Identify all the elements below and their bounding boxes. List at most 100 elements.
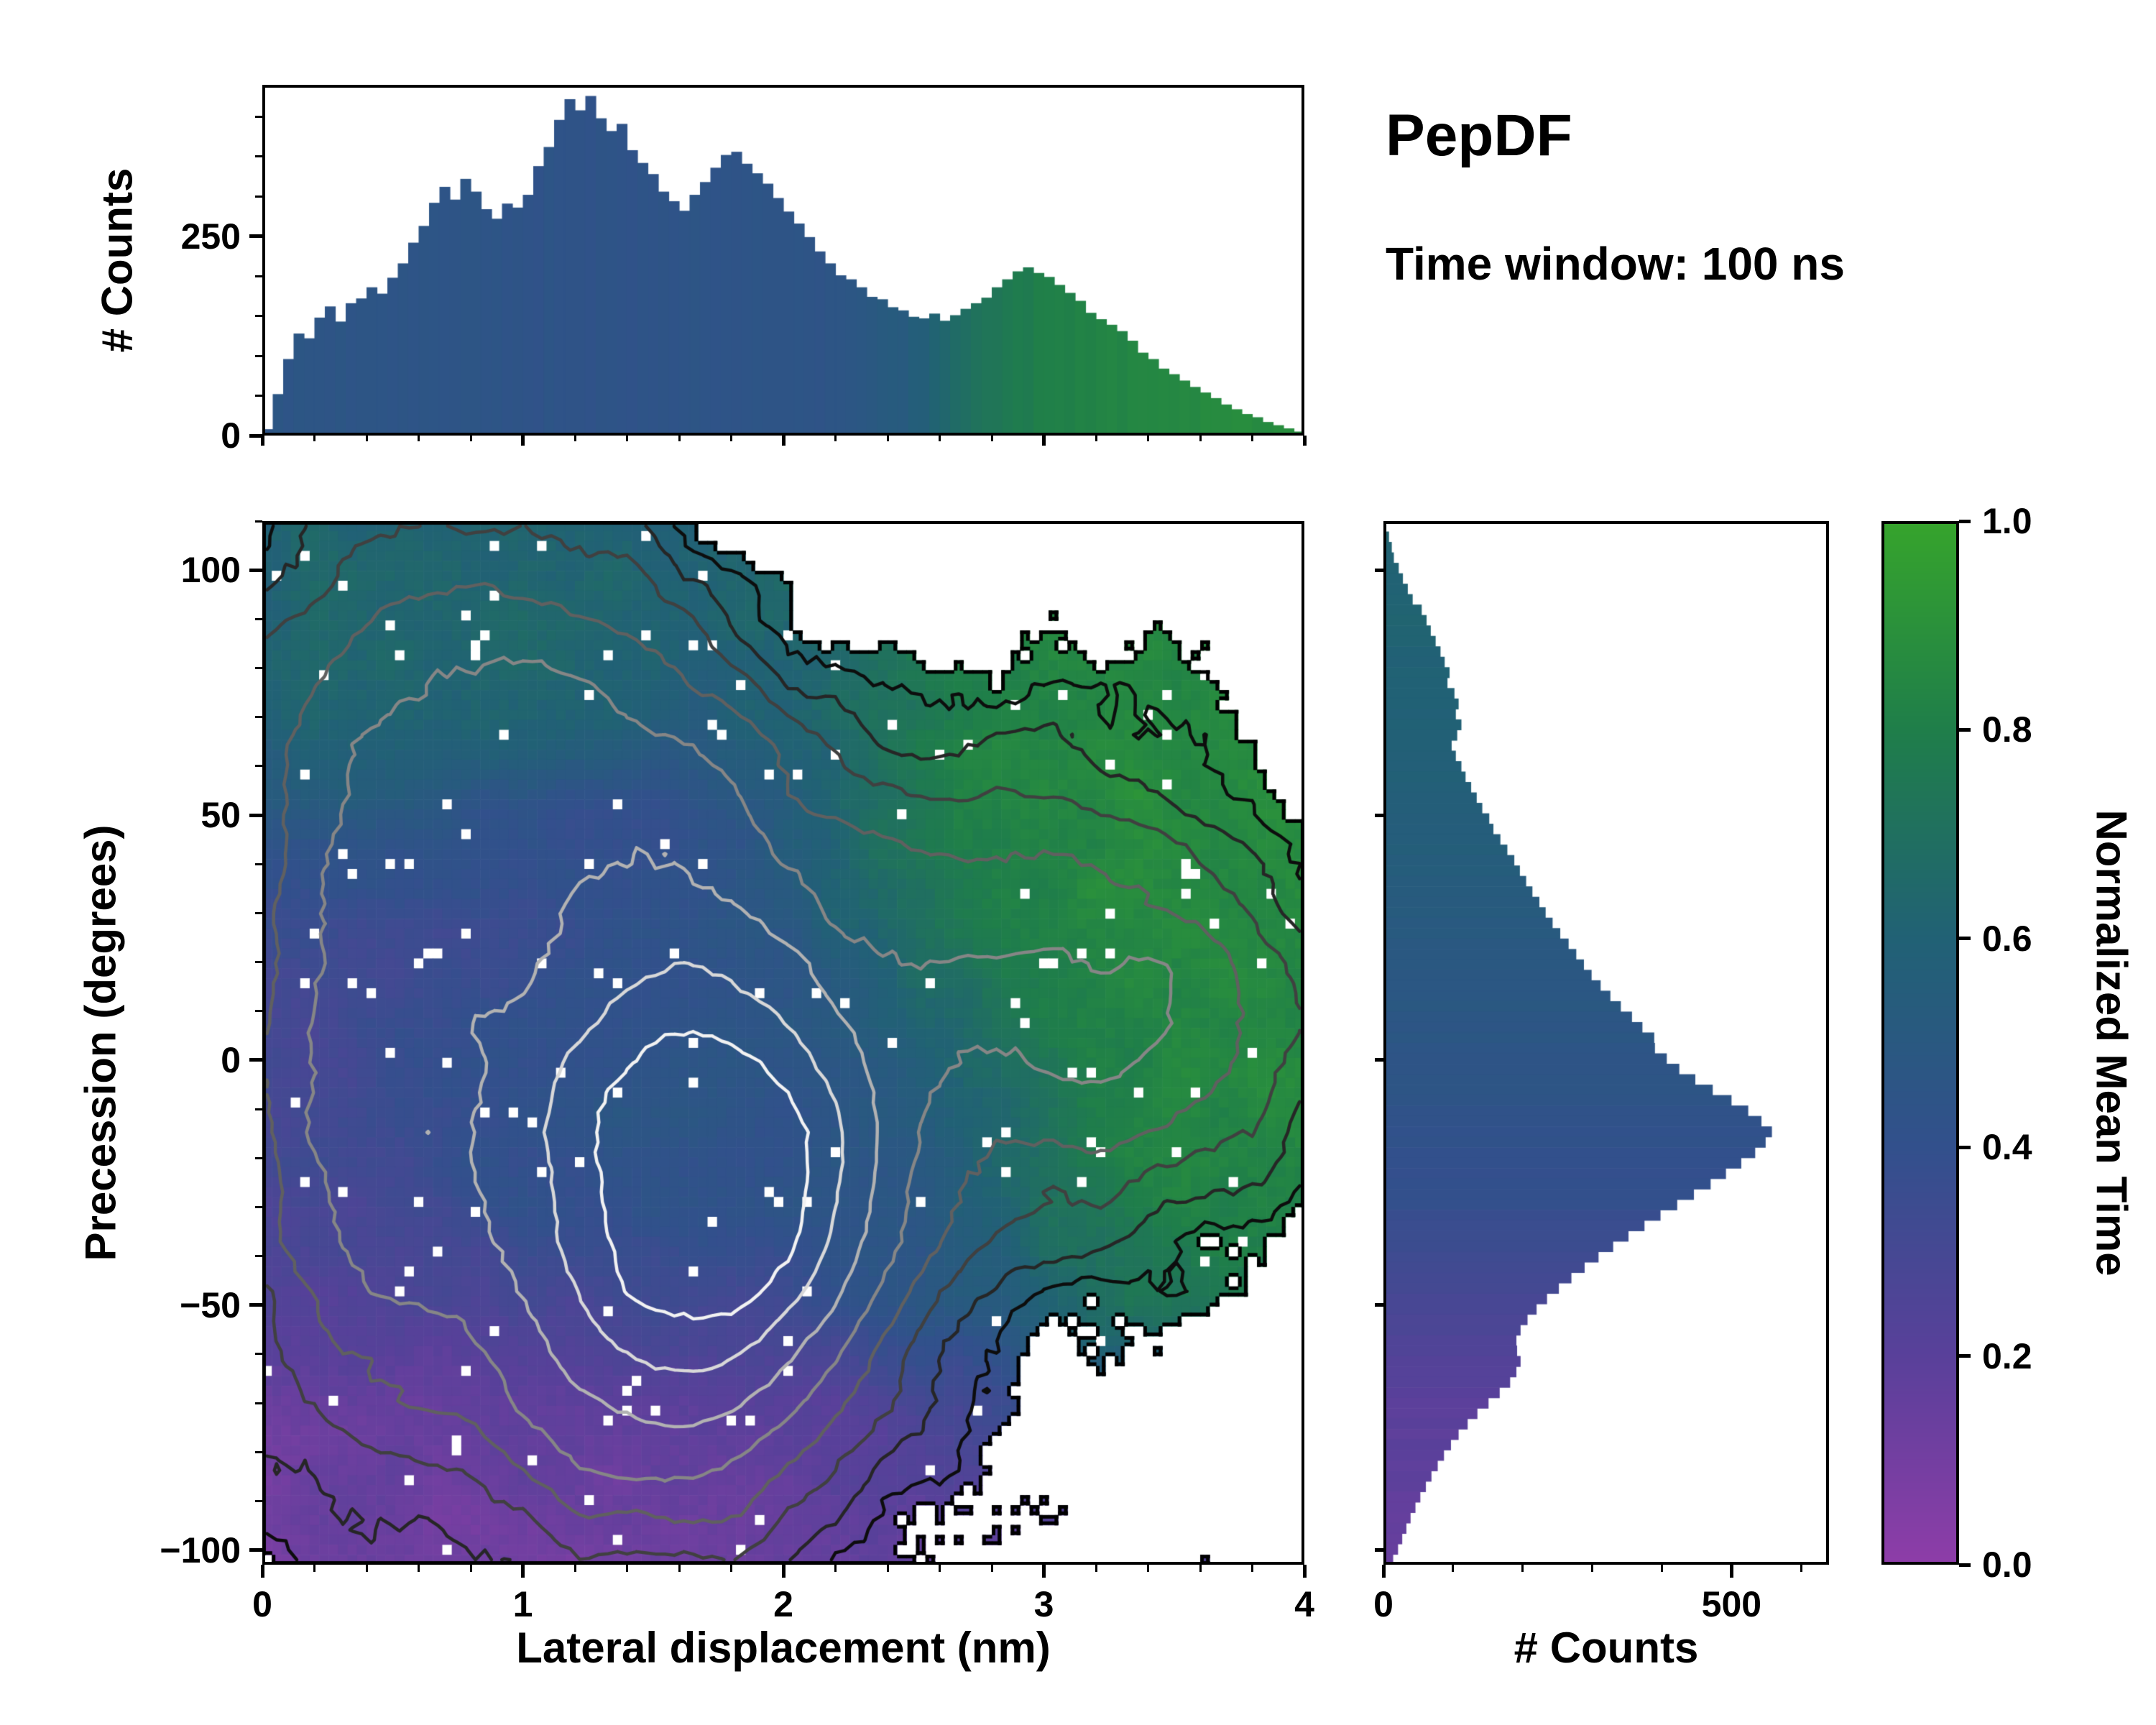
tick-mark — [418, 1565, 420, 1572]
tick-mark — [1375, 1303, 1383, 1307]
tick-mark — [249, 1548, 262, 1552]
tick-mark — [1042, 436, 1046, 446]
tick-mark — [469, 1565, 472, 1572]
tick-mark — [730, 436, 732, 441]
tick-mark — [249, 568, 262, 572]
tick-label: 4 — [1294, 1584, 1314, 1624]
tick-mark — [249, 1058, 262, 1062]
tick-mark — [255, 195, 262, 198]
tick-label: 0 — [252, 1584, 272, 1624]
tick-mark — [469, 436, 472, 441]
tick-mark — [255, 1010, 262, 1013]
tick-mark — [255, 1450, 262, 1453]
tick-label: 0 — [221, 1039, 241, 1080]
tick-mark — [1959, 1145, 1971, 1149]
tick-mark — [1375, 1058, 1383, 1062]
tick-mark — [255, 354, 262, 357]
tick-mark — [521, 436, 525, 446]
tick-mark — [1042, 1565, 1046, 1578]
tick-mark — [990, 1565, 993, 1572]
tick-mark — [255, 765, 262, 768]
tick-mark — [255, 667, 262, 669]
tick-label: 3 — [1033, 1584, 1054, 1624]
tick-mark — [1095, 1565, 1097, 1572]
tick-label: 0.4 — [1982, 1127, 2032, 1168]
tick-mark — [255, 520, 262, 523]
tick-mark — [1302, 436, 1307, 446]
tick-mark — [313, 1565, 315, 1572]
tick-mark — [255, 275, 262, 277]
tick-mark — [1199, 1565, 1202, 1572]
tick-label: 0.0 — [1982, 1545, 2032, 1585]
tick-label: 2 — [773, 1584, 793, 1624]
tick-mark — [1375, 813, 1383, 817]
tick-mark — [1959, 519, 1971, 523]
tick-label: 0.2 — [1982, 1335, 2032, 1376]
main-ylabel: Precession (degrees) — [76, 824, 125, 1261]
tick-mark — [1452, 1565, 1455, 1572]
tick-mark — [255, 862, 262, 865]
tick-label: 0.6 — [1982, 918, 2032, 959]
tick-mark — [1959, 1354, 1971, 1358]
tick-mark — [249, 234, 262, 239]
right-histogram-canvas — [1383, 521, 1829, 1565]
tick-mark — [1959, 937, 1971, 941]
tick-mark — [573, 1565, 576, 1572]
main-xlabel: Lateral displacement (nm) — [516, 1624, 1051, 1672]
tick-mark — [365, 436, 368, 441]
tick-mark — [260, 1565, 264, 1578]
tick-mark — [1095, 436, 1097, 441]
tick-mark — [678, 436, 681, 441]
top-histogram-canvas — [262, 85, 1304, 436]
tick-mark — [255, 1402, 262, 1404]
tick-mark — [939, 1565, 941, 1572]
tick-mark — [255, 1108, 262, 1110]
tick-mark — [781, 436, 786, 446]
tick-mark — [249, 1303, 262, 1307]
tick-mark — [834, 1565, 837, 1572]
tick-mark — [939, 436, 941, 441]
tick-mark — [1521, 1565, 1524, 1572]
tick-label: 0 — [1373, 1584, 1393, 1624]
top-hist-ylabel: # Counts — [93, 167, 142, 353]
tick-mark — [781, 1565, 786, 1578]
tick-mark — [1959, 1563, 1971, 1567]
tick-mark — [1375, 568, 1383, 572]
tick-mark — [521, 1565, 525, 1578]
tick-mark — [886, 436, 889, 441]
tick-mark — [626, 1565, 628, 1572]
tick-mark — [255, 115, 262, 118]
tick-mark — [260, 436, 264, 446]
tick-mark — [1147, 1565, 1149, 1572]
tick-mark — [365, 1565, 368, 1572]
tick-mark — [573, 436, 576, 441]
tick-mark — [255, 961, 262, 964]
tick-mark — [255, 315, 262, 318]
colorbar — [1881, 521, 1959, 1565]
heatmap-panel — [262, 521, 1304, 1565]
right-histogram-panel — [1383, 521, 1829, 1565]
tick-mark — [1251, 1565, 1253, 1572]
tick-label: 250 — [180, 216, 241, 257]
tick-mark — [249, 813, 262, 817]
tick-mark — [1729, 1565, 1733, 1578]
tick-mark — [626, 436, 628, 441]
tick-label: 50 — [201, 795, 241, 835]
tick-mark — [255, 395, 262, 397]
tick-label: 1.0 — [1982, 501, 2032, 541]
tick-label: −50 — [180, 1284, 241, 1325]
tick-mark — [255, 617, 262, 620]
tick-mark — [255, 1353, 262, 1356]
tick-mark — [834, 436, 837, 441]
tick-mark — [1375, 1548, 1383, 1552]
tick-mark — [255, 1499, 262, 1502]
tick-mark — [255, 1156, 262, 1159]
tick-mark — [255, 1205, 262, 1208]
tick-mark — [886, 1565, 889, 1572]
tick-mark — [1959, 727, 1971, 732]
tick-mark — [1251, 436, 1253, 441]
tick-mark — [678, 1565, 681, 1572]
tick-mark — [255, 716, 262, 719]
tick-label: 100 — [180, 550, 241, 591]
